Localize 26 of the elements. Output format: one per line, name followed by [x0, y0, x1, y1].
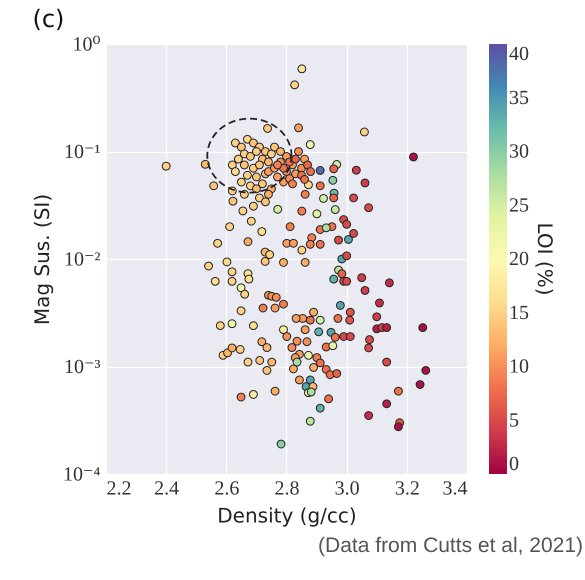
- color-bar-label: 30: [509, 140, 529, 162]
- color-bar-label: 0: [509, 453, 519, 475]
- x-tick-label: 2.4: [154, 478, 180, 500]
- color-bar-label: 25: [509, 194, 529, 216]
- x-tick-label: 3.2: [394, 478, 420, 500]
- color-bar-label: 5: [509, 409, 519, 432]
- color-bar-label: 40: [509, 43, 529, 65]
- text: (Data from Cutts et al, 2021): [317, 534, 584, 558]
- y-tick-label: 10⁰: [72, 34, 100, 56]
- x-tick-label: 3.4: [442, 478, 468, 500]
- x-tick-label: 2.2: [106, 478, 132, 500]
- y-tick-label: 10⁻¹: [64, 141, 100, 163]
- y-axis-title: Mag Sus. (SI): [30, 194, 54, 326]
- color-bar-label: 20: [509, 248, 529, 270]
- color-bar-label: 15: [509, 302, 529, 324]
- y-tick-label: 10⁻⁴: [62, 464, 101, 486]
- chart-title: (c): [32, 5, 64, 33]
- color-bar-title: LOI (%): [533, 222, 557, 296]
- y-tick-label: 10⁻³: [64, 356, 100, 378]
- color-bar-label: 35: [509, 86, 529, 109]
- x-axis-title: Density (g/cc): [217, 504, 357, 528]
- y-tick-label: 10⁻²: [64, 248, 100, 270]
- x-tick-label: 2.6: [214, 478, 240, 500]
- x-tick-label: 3.0: [334, 478, 360, 500]
- color-bar-label: 10: [509, 356, 529, 378]
- x-tick-label: 2.8: [274, 478, 300, 500]
